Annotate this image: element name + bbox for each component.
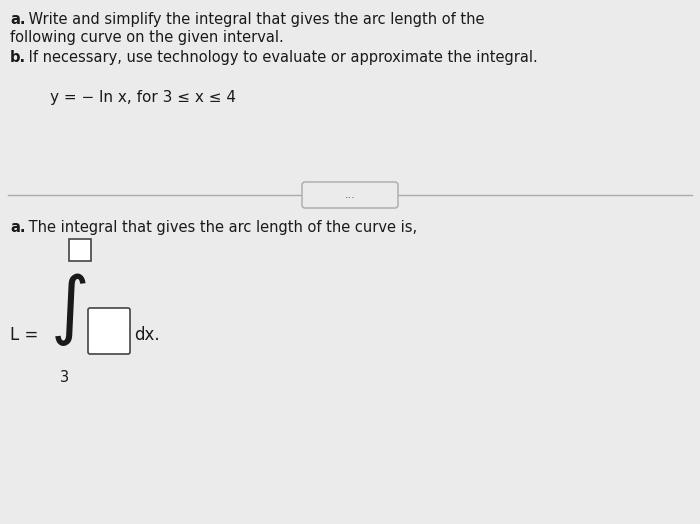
Text: b.: b. <box>10 50 26 65</box>
Text: y = − ln x, for 3 ≤ x ≤ 4: y = − ln x, for 3 ≤ x ≤ 4 <box>50 90 236 105</box>
Text: 3: 3 <box>60 370 69 385</box>
Text: following curve on the given interval.: following curve on the given interval. <box>10 30 284 45</box>
Text: $\int$: $\int$ <box>50 271 86 348</box>
Text: Write and simplify the integral that gives the arc length of the: Write and simplify the integral that giv… <box>24 12 484 27</box>
Text: a.: a. <box>10 12 25 27</box>
Text: L =: L = <box>10 326 38 344</box>
Text: The integral that gives the arc length of the curve is,: The integral that gives the arc length o… <box>24 220 417 235</box>
Text: a.: a. <box>10 220 25 235</box>
FancyBboxPatch shape <box>302 182 398 208</box>
Text: ...: ... <box>344 190 356 200</box>
FancyBboxPatch shape <box>88 308 130 354</box>
Text: dx.: dx. <box>134 326 160 344</box>
FancyBboxPatch shape <box>69 239 91 261</box>
Text: If necessary, use technology to evaluate or approximate the integral.: If necessary, use technology to evaluate… <box>24 50 538 65</box>
